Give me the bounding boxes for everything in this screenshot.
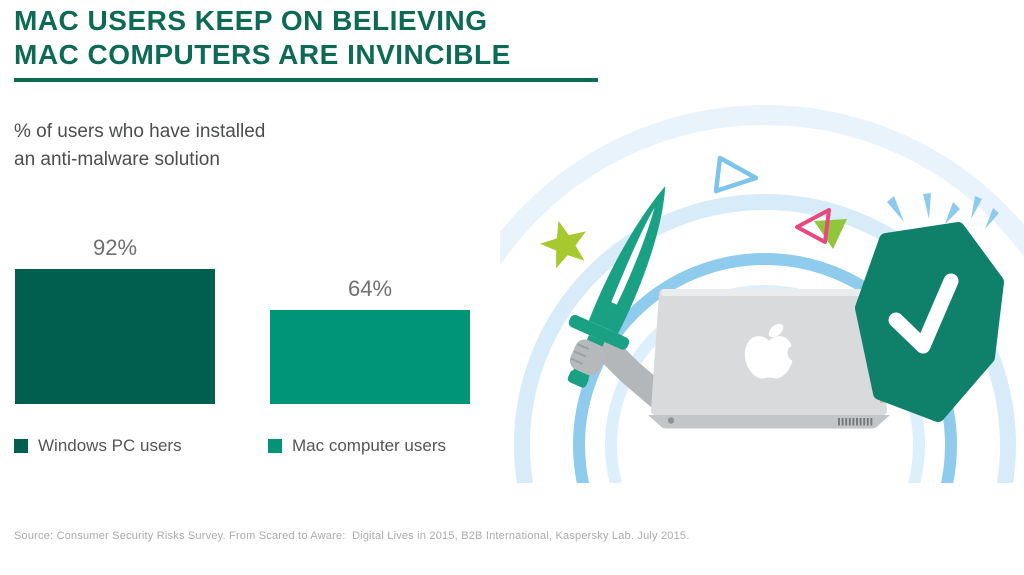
macbook-vent-grille xyxy=(838,418,873,426)
legend-swatch-windows xyxy=(14,439,28,453)
triangle-filled-green-icon xyxy=(814,219,847,249)
source-note: Source: Consumer Security Risks Survey. … xyxy=(14,530,690,542)
legend-item-mac: Mac computer users xyxy=(268,436,446,456)
macbook-foot-dot xyxy=(667,417,675,424)
bar-value-label-mac: 64% xyxy=(347,276,393,301)
macbook-illustration xyxy=(648,289,890,429)
legend-item-windows: Windows PC users xyxy=(14,436,182,456)
left-robot-arm xyxy=(590,332,671,409)
bar-chart: 92% 64% Windows PC users Mac computer us… xyxy=(0,0,500,575)
bar-mac-computer-users xyxy=(270,310,470,404)
page-title: MAC USERS KEEP ON BELIEVING MAC COMPUTERS… xyxy=(14,4,511,72)
title-underline xyxy=(14,78,598,82)
bar-windows-pc-users xyxy=(15,269,215,404)
title-line-1: MAC USERS KEEP ON BELIEVING xyxy=(14,5,488,36)
title-line-2: MAC COMPUTERS ARE INVINCIBLE xyxy=(14,39,511,70)
legend-label-mac: Mac computer users xyxy=(292,436,446,455)
robot-fist xyxy=(569,339,606,376)
legend-label-windows: Windows PC users xyxy=(38,436,182,455)
legend-swatch-mac xyxy=(268,439,282,453)
bar-value-label-windows: 92% xyxy=(92,235,138,260)
subtitle-line-1: % of users who have installed xyxy=(14,121,266,142)
subtitle-line-2: an anti-malware solution xyxy=(14,149,220,170)
triangle-outline-blue-icon xyxy=(713,155,759,194)
macbook-lid-highlight xyxy=(661,289,879,296)
apple-logo-icon xyxy=(744,323,805,379)
macbook-base xyxy=(648,415,890,429)
shield-checkmark-icon xyxy=(855,222,1004,422)
star-icon xyxy=(540,220,586,269)
security-illustration xyxy=(500,105,1024,483)
triangle-outline-pink-icon xyxy=(795,208,831,244)
sparkle-dashes-icon xyxy=(887,193,999,229)
checkmark-icon xyxy=(888,273,959,354)
chart-subtitle: % of users who have installed an anti-mal… xyxy=(14,118,265,174)
